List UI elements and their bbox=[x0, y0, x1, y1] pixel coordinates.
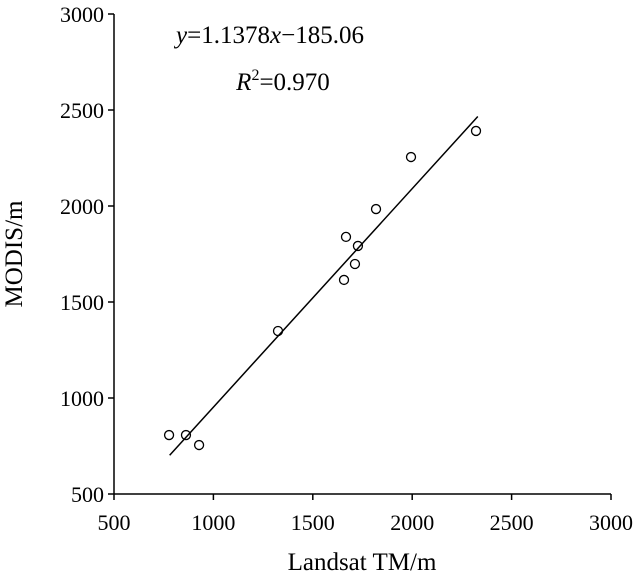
equation-part: x bbox=[269, 22, 281, 49]
point bbox=[338, 274, 350, 286]
equation-part: =1.1378 bbox=[187, 22, 270, 49]
x-tick-label: 2000 bbox=[390, 510, 434, 535]
r-squared: R2=0.970 bbox=[235, 67, 330, 96]
r-squared-part: R bbox=[235, 69, 251, 96]
x-tick-label: 1000 bbox=[191, 510, 235, 535]
y-tick-label: 500 bbox=[71, 482, 104, 507]
x-tick-label: 2500 bbox=[490, 510, 534, 535]
point bbox=[193, 439, 205, 451]
x-tick-label: 3000 bbox=[589, 510, 633, 535]
equation-part: −185.06 bbox=[281, 22, 364, 49]
point bbox=[272, 325, 284, 337]
point bbox=[349, 258, 361, 270]
fit-line bbox=[169, 116, 479, 456]
x-tick-label: 500 bbox=[98, 510, 131, 535]
y-tick-label: 1500 bbox=[60, 290, 104, 315]
point bbox=[405, 151, 417, 163]
r-squared-part: =0.970 bbox=[259, 69, 329, 96]
y-tick-label: 2000 bbox=[60, 194, 104, 219]
point bbox=[370, 203, 382, 215]
point bbox=[163, 429, 175, 441]
point bbox=[180, 429, 192, 441]
point bbox=[352, 240, 364, 252]
y-tick-label: 3000 bbox=[60, 2, 104, 27]
y-axis-title: MODIS/m bbox=[1, 200, 28, 308]
x-axis-title: Landsat TM/m bbox=[288, 549, 437, 574]
r-squared-part: 2 bbox=[251, 67, 259, 84]
y-tick-label: 1000 bbox=[60, 386, 104, 411]
x-tick-label: 1500 bbox=[291, 510, 335, 535]
equation-part: y bbox=[173, 22, 188, 49]
y-tick-label: 2500 bbox=[60, 98, 104, 123]
point bbox=[340, 231, 352, 243]
equation: y=1.1378x−185.06 bbox=[173, 22, 364, 49]
point bbox=[470, 125, 482, 137]
